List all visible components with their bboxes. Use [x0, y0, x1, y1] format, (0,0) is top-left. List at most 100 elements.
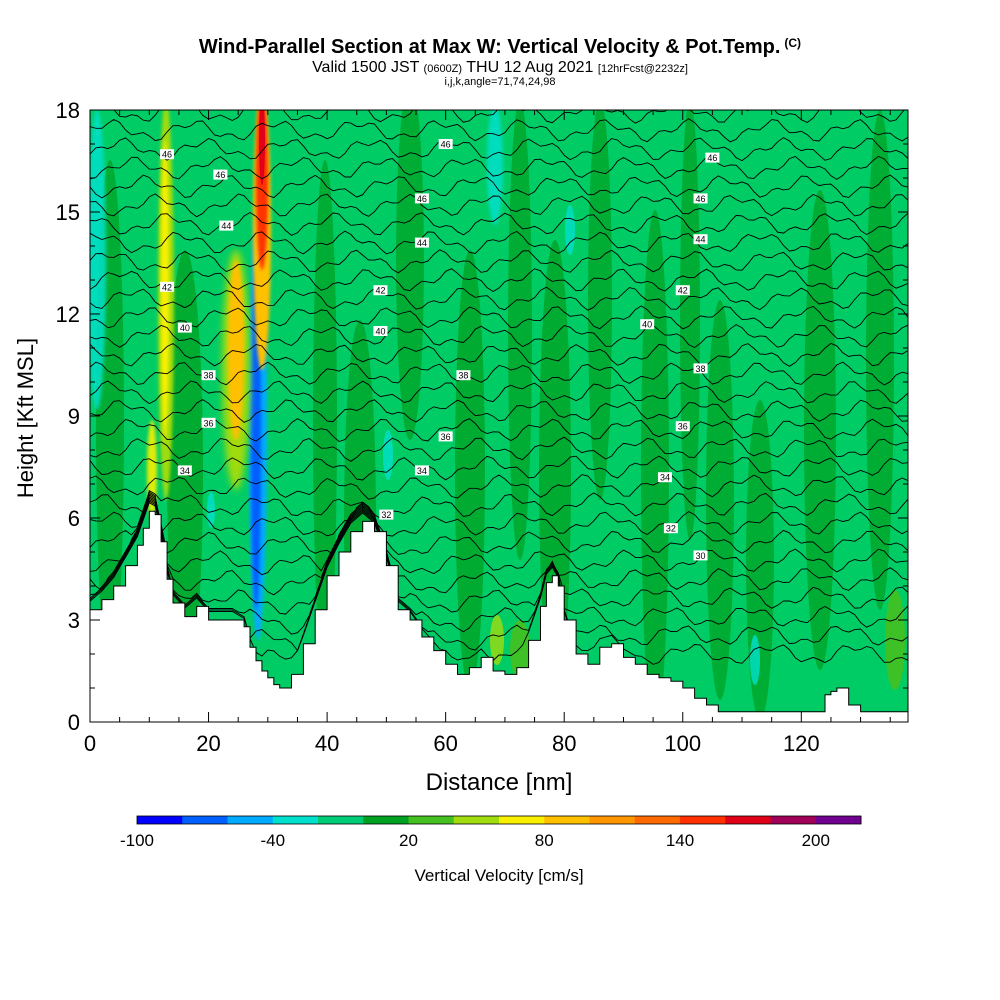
contour-label-text: 36: [441, 432, 451, 442]
contour-label-text: 42: [162, 282, 172, 292]
theta-contour: [90, 494, 908, 576]
valid-time-utc: (0600Z): [423, 63, 463, 75]
colorbar-frame: [136, 815, 862, 825]
theta-contour: [90, 305, 908, 330]
y-tick-label: 0: [68, 710, 80, 735]
contour-label: 42: [160, 281, 175, 292]
contour-label-text: 36: [204, 418, 214, 428]
contour-label-text: 44: [221, 221, 231, 231]
valid-time-a: Valid 1500 JST: [312, 59, 420, 76]
theta-contour: [90, 268, 908, 293]
theta-contour: [113, 110, 905, 124]
contour-label: 40: [640, 319, 655, 330]
contour-label-text: 34: [660, 473, 670, 483]
contour-label: 36: [675, 421, 690, 432]
theta-contour: [90, 474, 908, 500]
contour-label-text: 30: [696, 551, 706, 561]
colorbar-tick-label: 20: [399, 831, 418, 850]
contour-label-text: 46: [417, 194, 427, 204]
colorbar-swatch: [499, 816, 545, 824]
contour-labels: 46 46 44 42 40 38 36 34 46 46 44 42 40 38 36 34 32 46 46 44…: [160, 139, 720, 561]
theta-contour: [90, 418, 908, 443]
contour-label: 42: [373, 285, 388, 296]
colorbar-swatch: [318, 816, 364, 824]
colorbar-swatch: [363, 816, 409, 824]
colorbar-swatch: [272, 816, 319, 824]
contour-label: 46: [438, 139, 453, 150]
contour-label: 38: [456, 370, 471, 381]
pot-temp-contours: [90, 110, 908, 665]
theta-contour: [90, 436, 908, 462]
colorbar-tick-label: -40: [260, 831, 285, 850]
colorbar-swatch: [182, 816, 228, 824]
theta-contour: [90, 499, 908, 635]
contour-label-text: 40: [642, 320, 652, 330]
contour-label-text: 34: [417, 466, 427, 476]
y-tick-label: 15: [56, 200, 80, 225]
x-tick-label: 20: [196, 731, 220, 756]
colorbar-label: Vertical Velocity [cm/s]: [414, 866, 583, 885]
y-tick-label: 9: [68, 404, 80, 429]
contour-label-text: 36: [678, 422, 688, 432]
theta-contour: [90, 502, 908, 665]
y-axis-label: Height [Kft MSL]: [13, 338, 38, 498]
theta-contour: [90, 230, 908, 255]
valid-date: THU 12 Aug 2021: [466, 59, 594, 76]
section-indices: i,j,k,angle=71,74,24,98: [444, 76, 556, 88]
contour-label: 46: [160, 149, 175, 160]
contour-label-text: 44: [417, 238, 427, 248]
contour-label-text: 40: [180, 323, 190, 333]
contour-label-text: 46: [707, 153, 717, 163]
contour-label-text: 40: [375, 327, 385, 337]
contour-label: 46: [705, 152, 720, 163]
theta-contour: [90, 193, 908, 218]
y-tick-label: 18: [56, 98, 80, 123]
colorbar-swatch: [544, 816, 590, 824]
colorbar-swatch: [680, 816, 726, 824]
contour-label: 36: [201, 417, 216, 428]
colorbar-tick-label: 140: [666, 831, 694, 850]
colorbar-swatch: [227, 816, 274, 824]
contour-label-text: 38: [204, 371, 214, 381]
contour-label: 46: [414, 193, 429, 204]
colorbar-swatch: [634, 816, 681, 824]
contour-label: 46: [693, 193, 708, 204]
contour-label-text: 46: [215, 170, 225, 180]
x-axis: 0 20 40 60 80 100 120: [84, 110, 891, 756]
title-units-mark: (C): [784, 36, 802, 50]
x-axis-label: Distance [nm]: [426, 769, 573, 796]
theta-contour: [90, 497, 908, 615]
contour-label: 32: [663, 523, 678, 534]
colorbar-tick-label: -100: [120, 831, 154, 850]
y-tick-label: 6: [68, 506, 80, 531]
colorbar-swatch: [815, 816, 862, 824]
colorbar-swatch: [589, 816, 636, 824]
colorbar-tick-label: 80: [535, 831, 554, 850]
theta-contour: [90, 496, 908, 596]
x-tick-label: 120: [783, 731, 820, 756]
colorbar-swatch: [453, 816, 500, 824]
contour-label: 38: [693, 363, 708, 374]
contour-label: 34: [414, 465, 429, 476]
y-tick-label: 3: [68, 608, 80, 633]
contour-label: 44: [414, 237, 429, 248]
theta-contour: [90, 500, 908, 652]
contour-label: 30: [693, 550, 708, 561]
contour-label: 44: [693, 234, 708, 245]
x-tick-label: 40: [315, 731, 339, 756]
theta-contour: [90, 118, 908, 143]
contour-label-text: 34: [180, 466, 190, 476]
y-tick-label: 12: [56, 302, 80, 327]
colorbar-tick-label: 200: [802, 831, 830, 850]
chart-title: Wind-Parallel Section at Max W: Vertical…: [0, 36, 1000, 59]
velocity-texture: [96, 110, 905, 722]
theta-contour: [90, 398, 908, 423]
theta-contour: [90, 491, 908, 537]
theta-contour: [90, 249, 908, 274]
contour-label-text: 38: [458, 371, 468, 381]
contour-label: 32: [379, 509, 394, 520]
theta-contour: [90, 455, 908, 481]
chart-title-text: Wind-Parallel Section at Max W: Vertical…: [198, 36, 781, 58]
